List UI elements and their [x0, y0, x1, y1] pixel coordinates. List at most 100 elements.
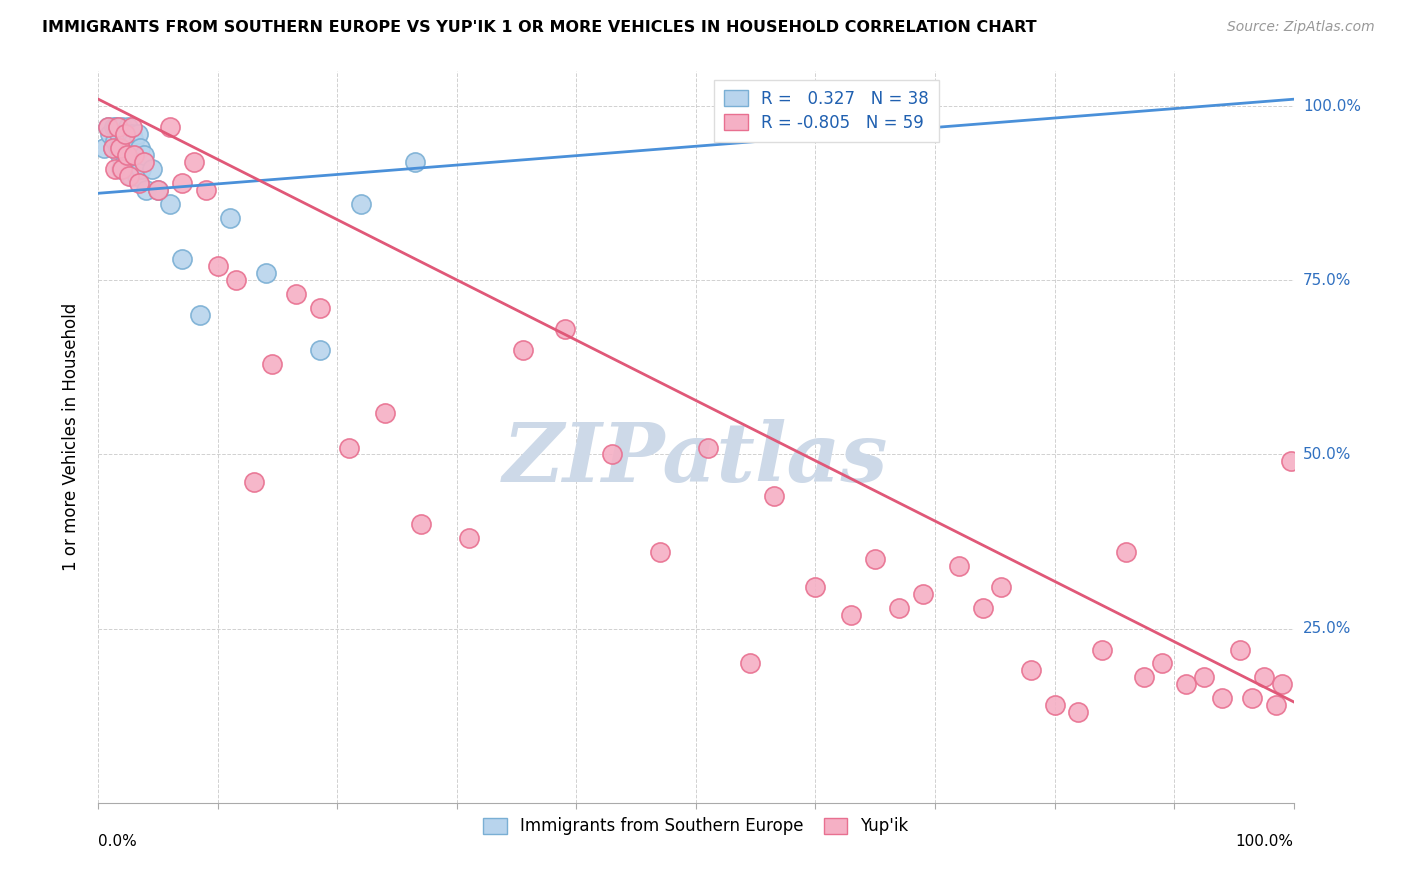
Point [554, 322, 576, 336]
Point [117, 120, 139, 134]
Point [602, 448, 624, 462]
Point [697, 441, 720, 455]
Point [93, 141, 115, 155]
Point [129, 141, 152, 155]
Text: 100.0%: 100.0% [1303, 99, 1361, 113]
Point [97, 120, 120, 134]
Point [254, 266, 277, 280]
Point [108, 141, 131, 155]
Point [159, 196, 181, 211]
Point [159, 120, 181, 134]
Point [103, 120, 125, 134]
Point [762, 489, 785, 503]
Point [120, 169, 142, 183]
Point [1133, 670, 1156, 684]
Point [148, 183, 170, 197]
Point [1019, 664, 1042, 678]
Point [889, 600, 911, 615]
Y-axis label: 1 or more Vehicles in Household: 1 or more Vehicles in Household [62, 303, 80, 571]
Point [111, 161, 134, 176]
Point [115, 148, 138, 162]
Point [1115, 545, 1137, 559]
Point [172, 252, 194, 267]
Point [1229, 642, 1251, 657]
Point [1067, 705, 1090, 719]
Text: 100.0%: 100.0% [1236, 833, 1294, 848]
Point [339, 441, 361, 455]
Text: Source: ZipAtlas.com: Source: ZipAtlas.com [1227, 20, 1375, 34]
Point [865, 552, 887, 566]
Text: IMMIGRANTS FROM SOUTHERN EUROPE VS YUP'IK 1 OR MORE VEHICLES IN HOUSEHOLD CORREL: IMMIGRANTS FROM SOUTHERN EUROPE VS YUP'I… [42, 20, 1036, 35]
Point [458, 531, 481, 545]
Point [1240, 691, 1263, 706]
Point [112, 134, 135, 148]
Point [804, 580, 827, 594]
Point [101, 141, 124, 155]
Point [118, 141, 141, 155]
Point [219, 211, 242, 225]
Point [1279, 454, 1302, 468]
Point [121, 127, 143, 141]
Point [350, 196, 373, 211]
Point [107, 120, 129, 134]
Point [124, 148, 146, 162]
Point [308, 343, 330, 357]
Text: 50.0%: 50.0% [1303, 447, 1351, 462]
Text: 0.0%: 0.0% [98, 833, 138, 848]
Point [1264, 698, 1286, 713]
Point [1271, 677, 1294, 691]
Point [1253, 670, 1275, 684]
Legend: Immigrants from Southern Europe, Yup'ik: Immigrants from Southern Europe, Yup'ik [477, 811, 915, 842]
Point [110, 161, 132, 176]
Point [114, 127, 136, 141]
Point [104, 134, 127, 148]
Point [1043, 698, 1066, 713]
Point [101, 141, 124, 155]
Text: 25.0%: 25.0% [1303, 621, 1351, 636]
Point [128, 176, 150, 190]
Point [188, 308, 211, 322]
Point [131, 161, 153, 176]
Point [411, 517, 433, 532]
Point [124, 148, 146, 162]
Point [108, 148, 131, 162]
Point [841, 607, 863, 622]
Point [990, 580, 1012, 594]
Point [97, 120, 120, 134]
Point [738, 657, 761, 671]
Point [374, 406, 396, 420]
Point [115, 148, 138, 162]
Point [512, 343, 534, 357]
Point [1211, 691, 1233, 706]
Point [124, 134, 146, 148]
Point [195, 183, 218, 197]
Point [207, 260, 229, 274]
Point [225, 273, 247, 287]
Point [172, 176, 194, 190]
Point [1175, 677, 1198, 691]
Point [284, 287, 307, 301]
Point [1091, 642, 1114, 657]
Point [132, 148, 155, 162]
Point [114, 155, 136, 169]
Point [1192, 670, 1215, 684]
Point [148, 183, 170, 197]
Point [118, 169, 141, 183]
Point [121, 120, 143, 134]
Point [111, 120, 134, 134]
Point [308, 301, 330, 316]
Point [404, 155, 426, 169]
Point [648, 545, 672, 559]
Point [183, 155, 205, 169]
Point [243, 475, 266, 490]
Point [104, 161, 127, 176]
Point [98, 127, 122, 141]
Text: ZIPatlas: ZIPatlas [503, 419, 889, 499]
Point [948, 558, 970, 573]
Point [911, 587, 934, 601]
Point [972, 600, 994, 615]
Point [1152, 657, 1174, 671]
Point [127, 127, 149, 141]
Point [141, 161, 163, 176]
Point [115, 127, 138, 141]
